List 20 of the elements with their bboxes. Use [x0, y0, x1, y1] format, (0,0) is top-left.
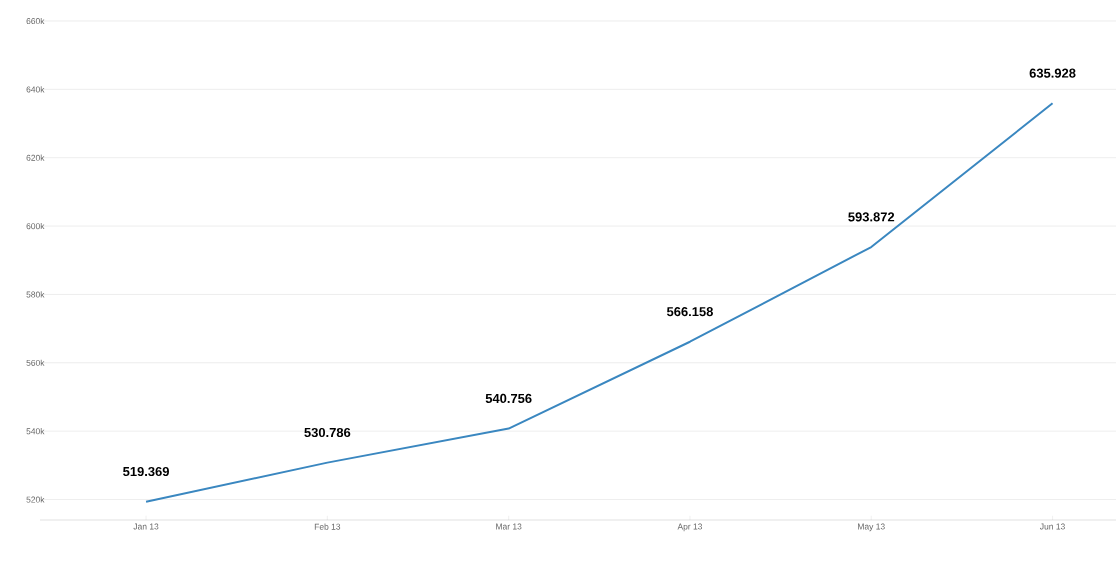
y-tick-label: 620k — [26, 154, 45, 161]
y-tick-label: 580k — [26, 291, 45, 298]
x-tick-label: Jan 13 — [133, 523, 159, 530]
data-label: 593.872 — [848, 212, 895, 222]
x-tick-label: May 13 — [858, 523, 885, 532]
x-tick-label: Apr 13 — [677, 523, 703, 532]
y-tick-label: 640k — [26, 86, 45, 93]
data-label: 635.928 — [1029, 68, 1076, 78]
y-tick-label: 520k — [26, 496, 45, 503]
y-tick-label: 660k — [26, 17, 45, 25]
data-label: 519.369 — [123, 466, 169, 477]
data-label: 530.786 — [304, 427, 351, 438]
data-label: 566.158 — [666, 307, 713, 317]
x-tick-label: Jun 13 — [1039, 523, 1065, 530]
data-label: 540.756 — [485, 393, 532, 404]
x-tick-label: Mar 13 — [496, 523, 522, 530]
y-tick-label: 540k — [26, 428, 45, 435]
y-tick-label: 600k — [26, 222, 45, 230]
y-tick-label: 560k — [26, 359, 45, 366]
x-tick-label: Feb 13 — [314, 523, 341, 530]
